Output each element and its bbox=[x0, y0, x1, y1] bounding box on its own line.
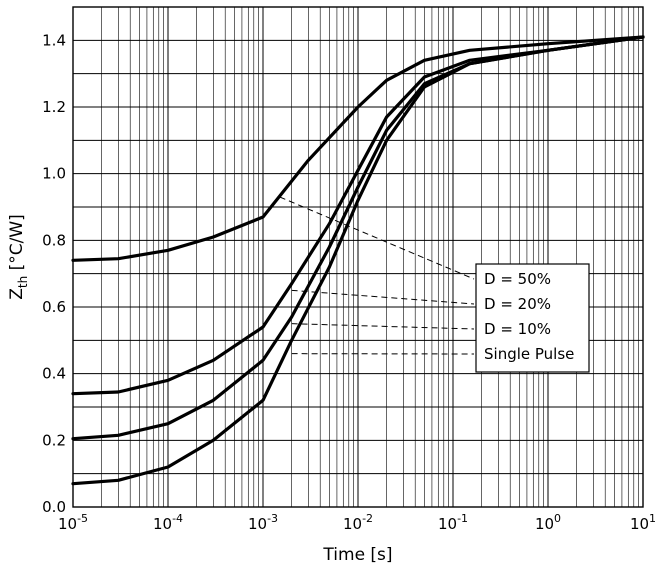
x-tick-label: 10-1 bbox=[438, 512, 468, 533]
y-tick-label: 0.8 bbox=[42, 231, 66, 249]
legend-leader-lines bbox=[279, 196, 475, 355]
x-tick-label: 10-5 bbox=[58, 512, 88, 533]
leader-line-2 bbox=[291, 289, 475, 305]
y-tick-label: 0.4 bbox=[42, 365, 66, 383]
chart-series bbox=[71, 35, 645, 486]
y-tick-label: 0.2 bbox=[42, 431, 66, 449]
series-line-1 bbox=[71, 35, 645, 262]
y-tick-label: 0.6 bbox=[42, 298, 66, 316]
leader-line-1 bbox=[279, 196, 475, 280]
legend-box bbox=[475, 263, 590, 373]
x-tick-label: 100 bbox=[535, 512, 561, 533]
x-axis-label: Time [s] bbox=[322, 545, 392, 565]
x-tick-label: 10-4 bbox=[153, 512, 183, 533]
y-tick-label: 0.0 bbox=[42, 498, 66, 516]
plot-frame bbox=[72, 6, 644, 508]
legend-label-3: D = 10% bbox=[484, 320, 551, 338]
y-tick-label: 1.2 bbox=[42, 98, 66, 116]
x-tick-label: 101 bbox=[630, 512, 656, 533]
series-line-4 bbox=[71, 35, 645, 486]
legend-label-4: Single Pulse bbox=[484, 345, 574, 363]
chart-grid bbox=[72, 6, 643, 508]
legend: D = 50% D = 20% D = 10% Single Pulse bbox=[475, 263, 590, 373]
series-line-2 bbox=[71, 35, 645, 396]
chart-tick-labels: 10-5 10-4 10-3 10-2 10-1 100 101 0.0 0.2 0.4 0.6 0.… bbox=[42, 31, 656, 533]
legend-label-1: D = 50% bbox=[484, 270, 551, 288]
y-tick-label: 1.0 bbox=[42, 165, 66, 183]
legend-label-2: D = 20% bbox=[484, 295, 551, 313]
x-tick-label: 10-3 bbox=[248, 512, 278, 533]
y-tick-label: 1.4 bbox=[42, 31, 66, 49]
x-tick-label: 10-2 bbox=[343, 512, 373, 533]
leader-line-3 bbox=[291, 323, 475, 330]
y-axis-label: Zth [°C/W] bbox=[7, 214, 30, 300]
